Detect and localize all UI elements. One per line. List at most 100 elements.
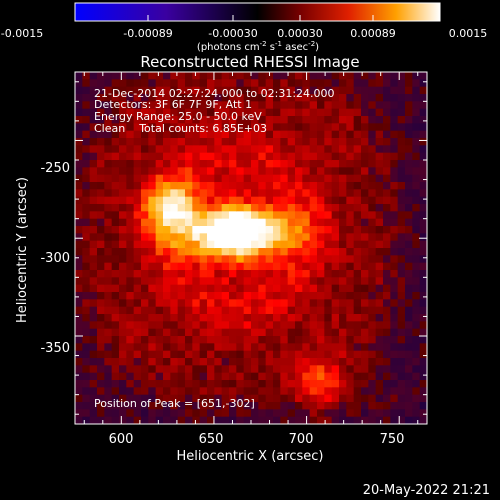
- image-pixel: [236, 211, 245, 220]
- image-pixel: [339, 321, 347, 330]
- image-pixel: [199, 262, 208, 271]
- image-pixel: [141, 262, 149, 271]
- image-pixel: [236, 86, 245, 95]
- image-pixel: [339, 174, 347, 183]
- image-pixel: [148, 182, 157, 190]
- image-pixel: [405, 416, 413, 424]
- image-pixel: [361, 270, 369, 278]
- image-pixel: [361, 306, 369, 315]
- image-pixel: [397, 321, 406, 330]
- image-pixel: [170, 189, 179, 198]
- image-pixel: [89, 306, 98, 315]
- image-pixel: [302, 394, 311, 403]
- image-pixel: [317, 160, 325, 168]
- image-pixel: [221, 116, 230, 124]
- image-pixel: [97, 284, 105, 293]
- image-pixel: [419, 277, 427, 286]
- image-pixel: [273, 196, 281, 205]
- image-pixel: [177, 277, 186, 286]
- image-pixel: [221, 182, 230, 190]
- image-pixel: [170, 145, 179, 154]
- image-pixel: [273, 130, 281, 139]
- image-pixel: [295, 409, 303, 418]
- image-pixel: [317, 138, 325, 146]
- image-pixel: [199, 321, 208, 330]
- image-pixel: [243, 255, 252, 264]
- image-pixel: [221, 277, 230, 286]
- image-pixel: [75, 372, 83, 381]
- image-pixel: [214, 394, 223, 403]
- image-pixel: [148, 233, 157, 242]
- image-pixel: [419, 336, 427, 344]
- image-pixel: [309, 233, 318, 242]
- image-pixel: [221, 233, 230, 242]
- image-pixel: [185, 350, 193, 359]
- image-pixel: [141, 321, 149, 330]
- image-pixel: [192, 336, 201, 344]
- image-pixel: [214, 108, 223, 117]
- image-pixel: [148, 226, 157, 234]
- rhessi-image: [75, 72, 427, 424]
- image-pixel: [199, 116, 208, 124]
- image-pixel: [273, 372, 281, 381]
- image-pixel: [368, 380, 377, 388]
- image-pixel: [133, 306, 142, 315]
- image-pixel: [273, 328, 281, 337]
- image-pixel: [390, 262, 399, 271]
- image-pixel: [383, 321, 391, 330]
- image-pixel: [236, 255, 245, 264]
- image-pixel: [243, 123, 252, 132]
- image-pixel: [199, 189, 208, 198]
- image-pixel: [163, 167, 171, 176]
- image-pixel: [375, 174, 384, 183]
- image-pixel: [148, 72, 157, 80]
- image-pixel: [361, 233, 369, 242]
- image-pixel: [133, 284, 142, 293]
- image-pixel: [324, 262, 333, 271]
- image-pixel: [368, 277, 377, 286]
- image-pixel: [390, 306, 399, 315]
- image-pixel: [104, 292, 113, 300]
- image-pixel: [383, 343, 391, 352]
- image-pixel: [89, 262, 98, 271]
- image-pixel: [302, 116, 311, 124]
- image-pixel: [412, 402, 421, 410]
- image-pixel: [97, 189, 105, 198]
- image-pixel: [243, 358, 252, 366]
- image-pixel: [361, 372, 369, 381]
- image-pixel: [163, 402, 171, 410]
- image-pixel: [317, 365, 325, 374]
- image-pixel: [412, 240, 421, 249]
- image-pixel: [368, 402, 377, 410]
- image-pixel: [126, 336, 135, 344]
- image-pixel: [397, 218, 406, 227]
- image-pixel: [375, 152, 384, 161]
- image-pixel: [309, 101, 318, 110]
- image-pixel: [104, 233, 113, 242]
- image-pixel: [185, 343, 193, 352]
- image-pixel: [383, 189, 391, 198]
- image-pixel: [119, 343, 127, 352]
- image-pixel: [324, 108, 333, 117]
- image-pixel: [258, 138, 267, 146]
- image-pixel: [251, 226, 259, 234]
- image-pixel: [163, 314, 171, 322]
- image-pixel: [229, 116, 237, 124]
- image-pixel: [405, 314, 413, 322]
- image-pixel: [419, 145, 427, 154]
- image-pixel: [119, 108, 127, 117]
- image-pixel: [192, 189, 201, 198]
- image-pixel: [133, 174, 142, 183]
- image-pixel: [214, 218, 223, 227]
- image-pixel: [243, 365, 252, 374]
- image-pixel: [295, 284, 303, 293]
- image-pixel: [375, 299, 384, 308]
- image-pixel: [148, 108, 157, 117]
- image-pixel: [89, 167, 98, 176]
- image-pixel: [368, 284, 377, 293]
- image-pixel: [163, 86, 171, 95]
- image-pixel: [185, 255, 193, 264]
- image-pixel: [126, 350, 135, 359]
- image-pixel: [324, 292, 333, 300]
- image-pixel: [89, 328, 98, 337]
